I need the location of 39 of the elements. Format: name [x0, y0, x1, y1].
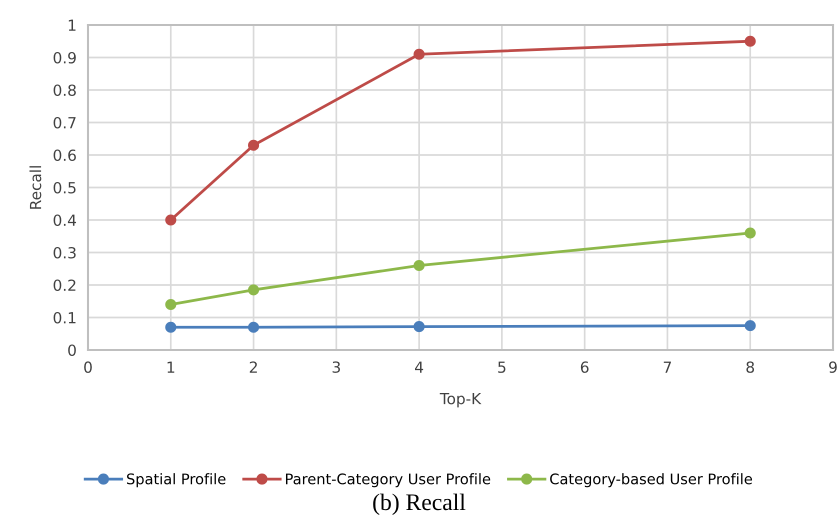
x-tick-label: 5 [498, 362, 506, 373]
x-axis-title: Top-K [440, 393, 482, 408]
x-tick-label: 0 [84, 361, 92, 373]
point [165, 214, 176, 226]
point [248, 140, 260, 151]
y-tick-label: 0.2 [54, 279, 76, 292]
legend-label: Parent-Category User Profile [286, 473, 490, 488]
x-tick-label: 4 [415, 362, 424, 373]
y-tick-label: 0.5 [54, 182, 76, 194]
legend-label: Spatial Profile [127, 473, 226, 488]
y-tick-label: 0.9 [54, 52, 76, 64]
point [414, 260, 425, 272]
legend-label: Category-based User Profile [550, 473, 752, 488]
x-tick-label: 1 [168, 362, 174, 373]
point [414, 321, 425, 332]
y-axis-title: Recall [29, 166, 42, 209]
x-tick-label: 2 [250, 361, 257, 373]
y-tick-label: 0.7 [54, 116, 76, 129]
point [165, 322, 176, 333]
point [744, 320, 756, 332]
point [744, 36, 756, 47]
point [165, 298, 176, 310]
x-tick-label: 6 [580, 361, 589, 373]
text: (b) Recall [373, 494, 466, 515]
y-tick-label: 0.3 [54, 246, 76, 259]
y-tick-label: 0 [68, 344, 76, 356]
point [744, 227, 756, 239]
point [414, 48, 425, 60]
x-tick-label: 8 [746, 361, 754, 373]
point [248, 322, 260, 333]
x-tick-label: 9 [829, 361, 837, 373]
x-tick-label: 3 [332, 361, 340, 373]
y-tick-label: 1 [68, 20, 76, 31]
y-tick-label: 0.6 [54, 149, 76, 162]
y-tick-label: 0.8 [54, 84, 76, 96]
x-tick-label: 7 [664, 362, 671, 373]
y-tick-label: 0.1 [54, 312, 76, 324]
y-tick-label: 0.4 [54, 214, 76, 226]
point [248, 284, 260, 296]
